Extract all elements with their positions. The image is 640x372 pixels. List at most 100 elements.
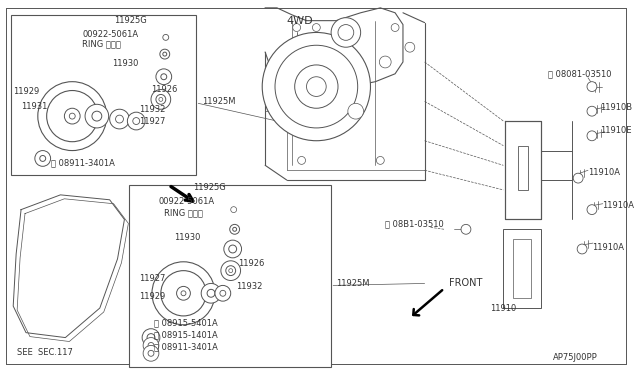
Circle shape bbox=[262, 32, 371, 141]
Circle shape bbox=[331, 18, 361, 47]
Circle shape bbox=[587, 82, 597, 92]
Text: AP75J00PP: AP75J00PP bbox=[552, 353, 597, 362]
Circle shape bbox=[159, 97, 163, 101]
Circle shape bbox=[109, 109, 129, 129]
Circle shape bbox=[461, 224, 471, 234]
Text: 11927: 11927 bbox=[139, 274, 166, 283]
Circle shape bbox=[142, 329, 160, 346]
Circle shape bbox=[228, 269, 233, 273]
Circle shape bbox=[148, 343, 154, 349]
Circle shape bbox=[143, 346, 159, 361]
Circle shape bbox=[40, 155, 45, 161]
Circle shape bbox=[152, 262, 215, 325]
Circle shape bbox=[38, 82, 107, 151]
Circle shape bbox=[294, 65, 338, 108]
Bar bbox=[12, 15, 196, 175]
Circle shape bbox=[163, 52, 167, 56]
Text: 11910B: 11910B bbox=[600, 103, 632, 112]
Circle shape bbox=[116, 115, 124, 123]
Text: 11929: 11929 bbox=[139, 292, 165, 301]
Text: 11931: 11931 bbox=[21, 102, 47, 111]
Text: ⓗ 08915-5401A: ⓗ 08915-5401A bbox=[154, 318, 218, 327]
Text: 11925M: 11925M bbox=[336, 279, 369, 288]
Circle shape bbox=[161, 74, 167, 80]
Text: 11930: 11930 bbox=[173, 232, 200, 242]
Text: Ⓑ 08081-03510: Ⓑ 08081-03510 bbox=[548, 69, 611, 78]
Circle shape bbox=[148, 350, 154, 356]
Bar bbox=[513, 239, 531, 298]
Text: Ⓑ 08B1-03510: Ⓑ 08B1-03510 bbox=[385, 219, 444, 228]
Circle shape bbox=[338, 25, 354, 40]
Circle shape bbox=[143, 337, 159, 353]
Circle shape bbox=[587, 106, 597, 116]
Circle shape bbox=[151, 90, 171, 109]
Text: 11910: 11910 bbox=[490, 304, 516, 312]
Bar bbox=[129, 185, 331, 367]
Circle shape bbox=[275, 45, 358, 128]
Text: 11929: 11929 bbox=[13, 87, 40, 96]
Circle shape bbox=[292, 23, 301, 32]
Circle shape bbox=[577, 244, 587, 254]
Text: ⓗ 08915-1401A: ⓗ 08915-1401A bbox=[154, 330, 218, 339]
Circle shape bbox=[298, 157, 305, 164]
Circle shape bbox=[177, 286, 190, 300]
Text: 11926: 11926 bbox=[237, 259, 264, 268]
Polygon shape bbox=[506, 121, 541, 219]
Text: 11925G: 11925G bbox=[115, 16, 147, 25]
Text: 00922-5061A: 00922-5061A bbox=[159, 197, 215, 206]
Circle shape bbox=[156, 69, 172, 84]
Text: 11910E: 11910E bbox=[600, 126, 631, 135]
Circle shape bbox=[215, 285, 230, 301]
Bar bbox=[503, 229, 541, 308]
Circle shape bbox=[47, 90, 98, 142]
Circle shape bbox=[230, 224, 239, 234]
Circle shape bbox=[201, 283, 221, 303]
Circle shape bbox=[587, 131, 597, 141]
Circle shape bbox=[220, 290, 226, 296]
Circle shape bbox=[147, 334, 155, 341]
Circle shape bbox=[161, 271, 206, 316]
Circle shape bbox=[160, 49, 170, 59]
Text: RING リング: RING リング bbox=[82, 40, 121, 49]
Text: 11930: 11930 bbox=[111, 60, 138, 68]
Circle shape bbox=[376, 157, 384, 164]
Circle shape bbox=[230, 207, 237, 212]
Circle shape bbox=[587, 205, 597, 215]
Circle shape bbox=[92, 111, 102, 121]
Circle shape bbox=[226, 266, 236, 276]
Text: FRONT: FRONT bbox=[449, 278, 483, 288]
Circle shape bbox=[312, 23, 320, 32]
Text: 11925M: 11925M bbox=[202, 97, 236, 106]
Circle shape bbox=[233, 227, 237, 231]
Circle shape bbox=[181, 291, 186, 296]
Circle shape bbox=[221, 261, 241, 280]
Text: Ⓝ 08911-3401A: Ⓝ 08911-3401A bbox=[154, 342, 218, 351]
Text: 11910A: 11910A bbox=[592, 243, 624, 251]
Circle shape bbox=[163, 35, 169, 40]
Circle shape bbox=[348, 103, 364, 119]
Text: 11932: 11932 bbox=[236, 282, 262, 291]
Circle shape bbox=[573, 173, 583, 183]
Text: 11932: 11932 bbox=[139, 105, 166, 114]
Circle shape bbox=[132, 118, 140, 125]
Text: 00922-5061A: 00922-5061A bbox=[82, 30, 138, 39]
Text: SEE  SEC.117: SEE SEC.117 bbox=[17, 348, 73, 357]
Text: 4WD: 4WD bbox=[287, 16, 314, 26]
Text: 11927: 11927 bbox=[139, 116, 166, 125]
Text: 11926: 11926 bbox=[151, 85, 177, 94]
Circle shape bbox=[207, 289, 215, 297]
Text: RING リング: RING リング bbox=[164, 208, 203, 217]
Circle shape bbox=[391, 23, 399, 32]
Bar bbox=[518, 146, 528, 190]
Text: Ⓝ 08911-3401A: Ⓝ 08911-3401A bbox=[51, 158, 115, 167]
Circle shape bbox=[69, 113, 76, 119]
Circle shape bbox=[65, 108, 80, 124]
Circle shape bbox=[405, 42, 415, 52]
Circle shape bbox=[85, 104, 109, 128]
Circle shape bbox=[228, 245, 237, 253]
Circle shape bbox=[127, 112, 145, 130]
Text: 11925G: 11925G bbox=[193, 183, 226, 192]
Circle shape bbox=[307, 77, 326, 96]
Text: 11910A: 11910A bbox=[602, 201, 634, 210]
Circle shape bbox=[156, 94, 166, 104]
